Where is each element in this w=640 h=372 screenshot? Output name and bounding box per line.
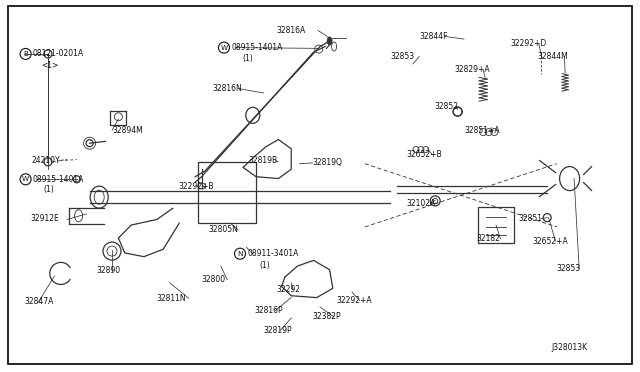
Text: 32292+B: 32292+B (178, 182, 213, 191)
Text: (1): (1) (259, 262, 270, 270)
Text: 32819B: 32819B (248, 156, 278, 165)
Text: 32853: 32853 (557, 264, 581, 273)
Text: 08915-1401A: 08915-1401A (33, 175, 84, 184)
Text: 32852: 32852 (434, 102, 458, 110)
Text: 08121-0201A: 08121-0201A (33, 49, 84, 58)
Text: 32102A: 32102A (406, 199, 436, 208)
Text: 08911-3401A: 08911-3401A (247, 249, 298, 258)
Text: J328013K: J328013K (552, 343, 588, 352)
Text: 24210Y: 24210Y (32, 156, 61, 165)
Text: 32829+A: 32829+A (454, 65, 490, 74)
Text: 32894M: 32894M (112, 126, 143, 135)
Text: 32811N: 32811N (157, 294, 186, 303)
Text: W: W (22, 176, 29, 182)
Text: 32851: 32851 (518, 214, 543, 223)
Text: 32652+A: 32652+A (532, 237, 568, 246)
Bar (198, 162, 256, 223)
Text: 32382P: 32382P (312, 312, 341, 321)
Text: W: W (220, 45, 228, 51)
Text: 32853: 32853 (390, 52, 415, 61)
Text: 08915-1401A: 08915-1401A (231, 43, 282, 52)
Text: 32652+B: 32652+B (406, 150, 442, 159)
Text: (1): (1) (44, 185, 54, 194)
Text: 32851+A: 32851+A (464, 126, 500, 135)
Text: (1): (1) (242, 54, 253, 63)
Text: 32292+D: 32292+D (511, 39, 547, 48)
Text: 32819P: 32819P (264, 326, 292, 335)
Text: 32816N: 32816N (212, 84, 242, 93)
Text: 32844M: 32844M (538, 52, 568, 61)
Text: 32819Q: 32819Q (312, 158, 342, 167)
Text: 32182: 32182 (477, 234, 500, 243)
Text: 32844F: 32844F (419, 32, 448, 41)
Text: 32805N: 32805N (208, 225, 238, 234)
Text: 32800: 32800 (202, 275, 226, 284)
Text: 32816P: 32816P (255, 306, 284, 315)
Text: 32816A: 32816A (276, 26, 306, 35)
Bar (478, 207, 514, 243)
Text: <1>: <1> (42, 61, 59, 70)
Text: 32890: 32890 (96, 266, 120, 275)
Text: 32847A: 32847A (24, 297, 54, 306)
Text: 32912E: 32912E (31, 214, 60, 223)
Ellipse shape (327, 37, 332, 45)
Text: 32292+A: 32292+A (336, 296, 372, 305)
Text: B: B (23, 51, 28, 57)
Text: N: N (237, 251, 243, 257)
Text: 32292: 32292 (276, 285, 301, 294)
